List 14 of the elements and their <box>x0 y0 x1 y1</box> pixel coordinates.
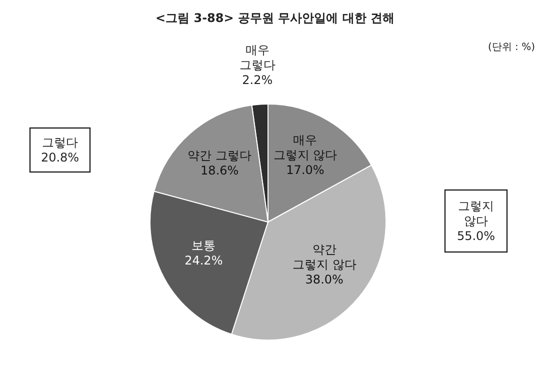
slice-label: 약간 그렇다 <box>188 148 252 163</box>
slice-label: 보통 <box>192 238 216 252</box>
text: 그렇지 않다 55.0% <box>456 199 496 243</box>
text: 그렇다 20.8% <box>40 136 80 164</box>
data-label: 24.2% <box>184 253 223 268</box>
data-label: 18.6% <box>200 164 239 178</box>
slice-label: 매우 그렇다 <box>239 42 276 72</box>
chart-title: <그림 3-88> 공무원 무사안일에 대한 견해 <box>155 11 395 25</box>
slice-label: 약간 그렇지 않다 <box>292 242 356 272</box>
data-label: 2.2% <box>242 72 273 87</box>
data-label: 17.0% <box>286 163 324 178</box>
slice-label: 매우 그렇지 않다 <box>273 133 338 162</box>
text: (단위 : %) <box>488 42 536 53</box>
data-label: 38.0% <box>305 272 344 287</box>
